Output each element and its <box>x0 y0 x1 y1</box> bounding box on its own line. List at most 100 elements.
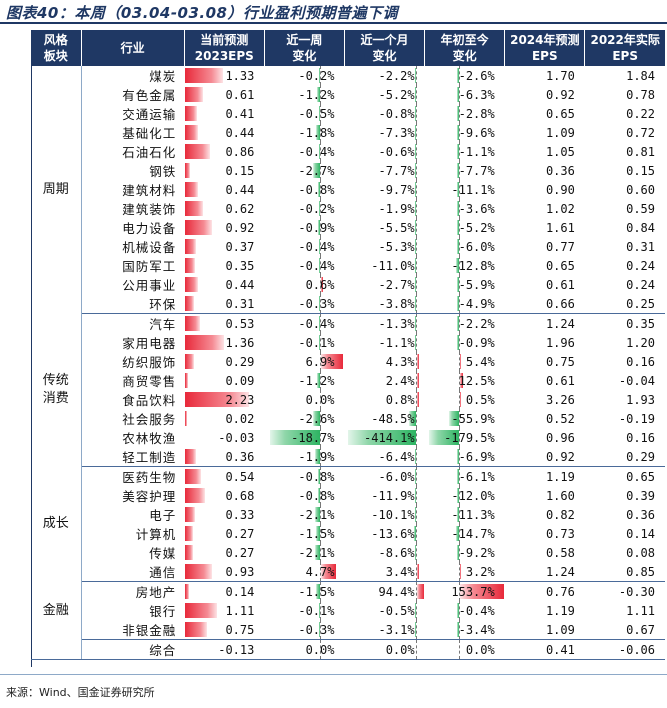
bar-axis <box>320 85 322 104</box>
bar-axis <box>458 123 460 142</box>
eps2024-value: 0.61 <box>545 277 575 292</box>
bar-axis <box>458 620 460 639</box>
bar-axis <box>416 467 418 486</box>
week-change-cell: -0.2% <box>264 199 344 218</box>
table-row: 传媒 0.27 -2.1% -8.6% -9.2% 0.58 0.08 <box>31 543 665 562</box>
eps2022-cell: 0.31 <box>585 237 665 256</box>
negative-databar <box>456 507 459 522</box>
ytd-change-value: -6.0% <box>458 239 495 254</box>
eps2024-value: 0.65 <box>545 258 575 273</box>
bar-axis <box>320 409 322 428</box>
bar-axis <box>416 640 418 659</box>
bar-axis <box>416 486 418 505</box>
bar-axis <box>320 180 322 199</box>
month-change-value: -5.5% <box>378 220 415 235</box>
month-change-cell: -6.0% <box>344 467 424 486</box>
eps2022-value: 0.25 <box>626 296 655 311</box>
eps2023-value: 0.29 <box>225 354 255 369</box>
eps2022-value: 0.22 <box>626 106 655 121</box>
ytd-change-value: -9.2% <box>458 545 495 560</box>
bar-axis <box>416 180 418 199</box>
month-change-value: -0.5% <box>378 603 415 618</box>
month-change-cell: -11.0% <box>344 256 424 275</box>
eps2023-value: 0.37 <box>225 239 255 254</box>
eps2024-value: 0.90 <box>545 182 575 197</box>
ytd-change-cell: -2.8% <box>425 104 505 123</box>
negative-databar <box>318 258 321 273</box>
eps2024-cell: 0.66 <box>504 294 585 314</box>
month-change-value: 3.4% <box>385 564 415 579</box>
industry-cell: 银行 <box>149 604 177 619</box>
week-change-value: -0.2% <box>298 201 335 216</box>
month-change-value: 0.0% <box>385 642 415 657</box>
week-change-value: -18.7% <box>291 430 335 445</box>
table-row: 综合 -0.13 0.0% 0.0% 0.0% 0.41 -0.06 <box>31 639 665 660</box>
eps2022-value: -0.04 <box>618 373 655 388</box>
ytd-change-cell: 12.5% <box>425 371 505 390</box>
industry-cell: 石油石化 <box>122 145 177 160</box>
eps2022-value: -0.19 <box>618 411 655 426</box>
month-change-value: 94.4% <box>378 584 415 599</box>
bar-axis <box>458 428 460 447</box>
eps-databar <box>185 354 194 369</box>
eps2022-cell: 1.93 <box>585 390 665 409</box>
ytd-change-value: -12.8% <box>451 258 495 273</box>
eps2022-value: 0.72 <box>626 125 655 140</box>
eps-databar <box>185 201 204 216</box>
eps2023-cell: 0.86 <box>184 142 264 161</box>
week-change-cell: -0.1% <box>264 601 344 620</box>
negative-databar <box>414 488 417 503</box>
week-change-cell: 0.6% <box>264 275 344 294</box>
eps2024-cell: 0.61 <box>505 275 585 294</box>
negative-databar <box>318 239 321 254</box>
negative-databar <box>457 316 459 331</box>
negative-databar <box>315 449 321 464</box>
month-change-cell: 94.4% <box>344 582 425 601</box>
negative-databar <box>318 622 321 637</box>
week-change-value: -0.3% <box>298 622 335 637</box>
ytd-change-cell: -4.9% <box>424 294 505 314</box>
week-change-cell: -18.7% <box>264 428 344 447</box>
eps2022-cell: 0.81 <box>585 142 665 161</box>
ytd-change-value: 12.5% <box>458 373 495 388</box>
month-change-value: -5.3% <box>378 239 415 254</box>
eps2024-cell: 1.61 <box>505 218 585 237</box>
sector-cell: 周期 <box>31 66 82 314</box>
eps2022-cell: 0.29 <box>584 447 665 467</box>
table-row: 基础化工 0.44 -1.8% -7.3% -9.6% 1.09 0.72 <box>31 123 665 142</box>
table-row: 商贸零售 0.09 -1.2% 2.4% 12.5% 0.61 -0.04 <box>31 371 665 390</box>
eps-databar <box>185 507 195 522</box>
eps2023-cell: 0.68 <box>184 486 264 505</box>
negative-databar <box>457 239 459 254</box>
week-change-value: -1.5% <box>298 526 335 541</box>
week-change-cell: -0.4% <box>264 142 344 161</box>
bar-axis <box>416 66 418 85</box>
eps2024-cell: 0.75 <box>505 352 585 371</box>
eps2022-value: 0.36 <box>626 507 655 522</box>
eps2024-cell: 1.24 <box>505 314 585 334</box>
eps2022-cell: 1.11 <box>585 601 665 620</box>
ytd-change-cell: -11.3% <box>425 505 505 524</box>
negative-databar <box>315 125 321 140</box>
bar-axis <box>320 447 322 466</box>
eps2022-value: 0.35 <box>626 316 655 331</box>
ytd-change-value: -2.8% <box>458 106 495 121</box>
week-change-cell: -0.4% <box>264 314 344 333</box>
negative-databar <box>414 277 417 292</box>
week-change-cell: -0.8% <box>264 467 344 486</box>
eps2024-value: 1.09 <box>545 622 575 637</box>
eps2024-cell: 1.96 <box>505 333 585 352</box>
bar-axis <box>416 275 418 294</box>
negative-databar <box>414 201 417 216</box>
bar-axis <box>416 314 418 333</box>
industry-cell: 汽车 <box>149 317 177 332</box>
industry-cell: 国防军工 <box>122 259 177 274</box>
positive-databar <box>321 564 337 579</box>
eps2024-cell: 0.77 <box>505 237 585 256</box>
eps2022-cell: 0.72 <box>585 123 665 142</box>
week-change-cell: -0.4% <box>264 237 344 256</box>
eps2023-value: 0.62 <box>225 201 255 216</box>
eps2024-value: 1.70 <box>545 68 575 83</box>
eps2022-value: 0.29 <box>626 449 655 464</box>
eps2023-cell: 0.09 <box>184 371 264 390</box>
